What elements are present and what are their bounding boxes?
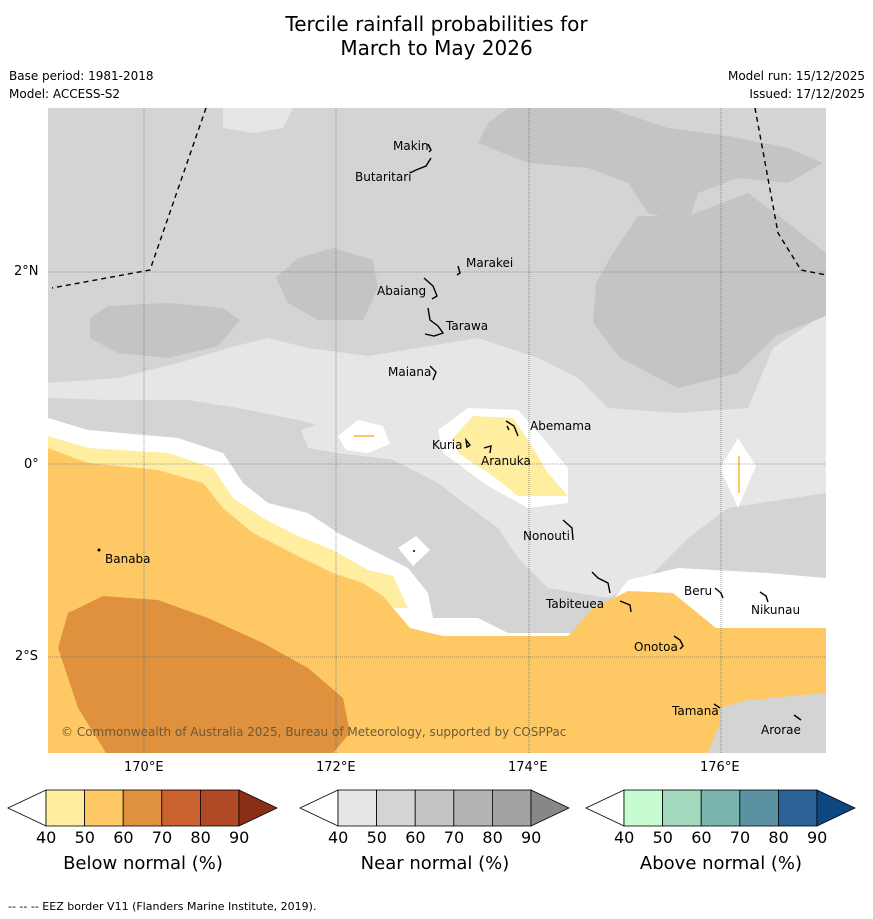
above-normal-colorbar: [585, 789, 856, 827]
below-normal-tick-40: 40: [36, 828, 57, 847]
below-normal-swatch-2: [84, 789, 124, 827]
below-normal-tick-50: 50: [74, 828, 95, 847]
place-label-makin: Makin: [393, 139, 429, 153]
below-normal-tick-70: 70: [151, 828, 173, 847]
model-text: Model: ACCESS-S2: [9, 87, 121, 101]
near-normal-swatch-5: [491, 789, 532, 827]
above-normal-tick-70: 70: [729, 828, 751, 847]
above-normal-tick-90: 90: [807, 828, 828, 847]
near-normal-tick-80: 80: [482, 828, 503, 847]
near-normal-tick-60: 60: [405, 828, 426, 847]
near-normal-swatch-high: [530, 789, 570, 827]
below-normal-title: Below normal (%): [63, 853, 223, 874]
below-normal-swatch-5: [199, 789, 240, 827]
eez-footnote: -- -- -- EEZ border V11 (Flanders Marine…: [8, 900, 317, 913]
lat-label-2n: 2°N: [14, 264, 39, 279]
lat-label-2s: 2°S: [15, 649, 39, 664]
place-label-butaritari: Butaritari: [355, 170, 412, 184]
issued-text: Issued: 17/12/2025: [749, 87, 865, 101]
below-normal-tick-80: 80: [190, 828, 211, 847]
above-normal-tick-40: 40: [614, 828, 635, 847]
banaba-island-mark: [97, 548, 101, 552]
near-normal-swatch-3: [414, 789, 455, 827]
below-normal-40-50-area: [453, 416, 568, 496]
near-normal-swatch-1: [337, 789, 377, 827]
place-label-nonouti: Nonouti: [523, 529, 570, 543]
place-label-maiana: Maiana: [388, 365, 431, 379]
place-label-abemama: Abemama: [530, 419, 591, 433]
title-line-1: Tercile rainfall probabilities for: [285, 12, 588, 36]
below-normal-colorbar: [7, 789, 278, 827]
above-normal-swatch-2: [662, 789, 702, 827]
near-normal-tick-40: 40: [328, 828, 349, 847]
near-normal-title: Near normal (%): [360, 853, 510, 874]
below-normal-swatch-low: [7, 789, 47, 827]
rainfall-probability-map: Makin Butaritari Marakei Abaiang Tarawa …: [48, 108, 826, 753]
islet-mark: [413, 550, 415, 552]
near-normal-swatch-2: [376, 789, 416, 827]
model-run-text: Model run: 15/12/2025: [727, 69, 865, 83]
colorbars: [7, 789, 856, 827]
place-label-aranuka: Aranuka: [481, 454, 531, 468]
above-normal-tick-80: 80: [768, 828, 789, 847]
near-normal-tick-50: 50: [366, 828, 387, 847]
place-label-nikunau: Nikunau: [751, 603, 800, 617]
eez-border-east: [754, 108, 826, 276]
near-normal-60-70-area: [90, 303, 240, 358]
lon-label-172e: 172°E: [316, 760, 356, 775]
place-label-tamana: Tamana: [671, 704, 719, 718]
place-label-kuria: Kuria: [432, 438, 463, 452]
near-normal-tick-90: 90: [521, 828, 542, 847]
place-label-marakei: Marakei: [466, 256, 513, 270]
below-normal-swatch-high: [238, 789, 278, 827]
copyright-text: © Commonwealth of Australia 2025, Bureau…: [61, 725, 566, 739]
below-normal-swatch-4: [161, 789, 201, 827]
near-normal-60-70-area: [593, 193, 826, 388]
near-normal-50-60-area: [720, 700, 818, 753]
near-normal-60-70-area: [478, 108, 823, 223]
above-normal-swatch-4: [739, 789, 779, 827]
island-outlines: [409, 143, 802, 721]
lon-label-176e: 176°E: [700, 760, 740, 775]
place-label-tabiteuea: Tabiteuea: [545, 597, 604, 611]
gridlines: [48, 108, 826, 753]
near-normal-60-70-area: [276, 248, 378, 320]
lon-label-174e: 174°E: [508, 760, 548, 775]
near-normal-swatch-4: [453, 789, 493, 827]
lon-label-170e: 170°E: [124, 760, 164, 775]
place-label-tarawa: Tarawa: [445, 319, 488, 333]
place-label-arorae: Arorae: [761, 723, 801, 737]
map-title: Tercile rainfall probabilities for March…: [0, 12, 873, 60]
near-normal-tick-70: 70: [443, 828, 465, 847]
place-label-beru: Beru: [684, 584, 712, 598]
below-normal-swatch-1: [45, 789, 85, 827]
below-normal-swatch-3: [122, 789, 163, 827]
above-normal-tick-50: 50: [652, 828, 673, 847]
above-normal-title: Above normal (%): [639, 853, 803, 874]
lat-label-0: 0°: [24, 457, 39, 472]
above-normal-tick-60: 60: [691, 828, 712, 847]
colorbar-ticks: 40 50 60 70 80 90 40 50 60 70 80 90 40 50 60 70 80 90: [0, 828, 873, 850]
eez-border-west: [51, 108, 207, 289]
above-normal-swatch-5: [778, 789, 818, 827]
base-period-text: Base period: 1981-2018: [9, 69, 154, 83]
title-line-2: March to May 2026: [340, 36, 533, 60]
near-normal-40-50-area: [301, 408, 478, 463]
above-normal-swatch-1: [623, 789, 663, 827]
place-label-onotoa: Onotoa: [634, 640, 678, 654]
near-normal-colorbar: [299, 789, 570, 827]
above-normal-swatch-high: [816, 789, 856, 827]
near-normal-40-50-area: [223, 108, 293, 133]
above-normal-swatch-low: [585, 789, 625, 827]
above-normal-swatch-3: [700, 789, 741, 827]
below-normal-60-70-area: [58, 596, 350, 753]
place-label-banaba: Banaba: [105, 552, 151, 566]
near-normal-swatch-low: [299, 789, 339, 827]
below-normal-tick-60: 60: [113, 828, 134, 847]
below-normal-tick-90: 90: [229, 828, 250, 847]
place-label-abaiang: Abaiang: [377, 284, 426, 298]
